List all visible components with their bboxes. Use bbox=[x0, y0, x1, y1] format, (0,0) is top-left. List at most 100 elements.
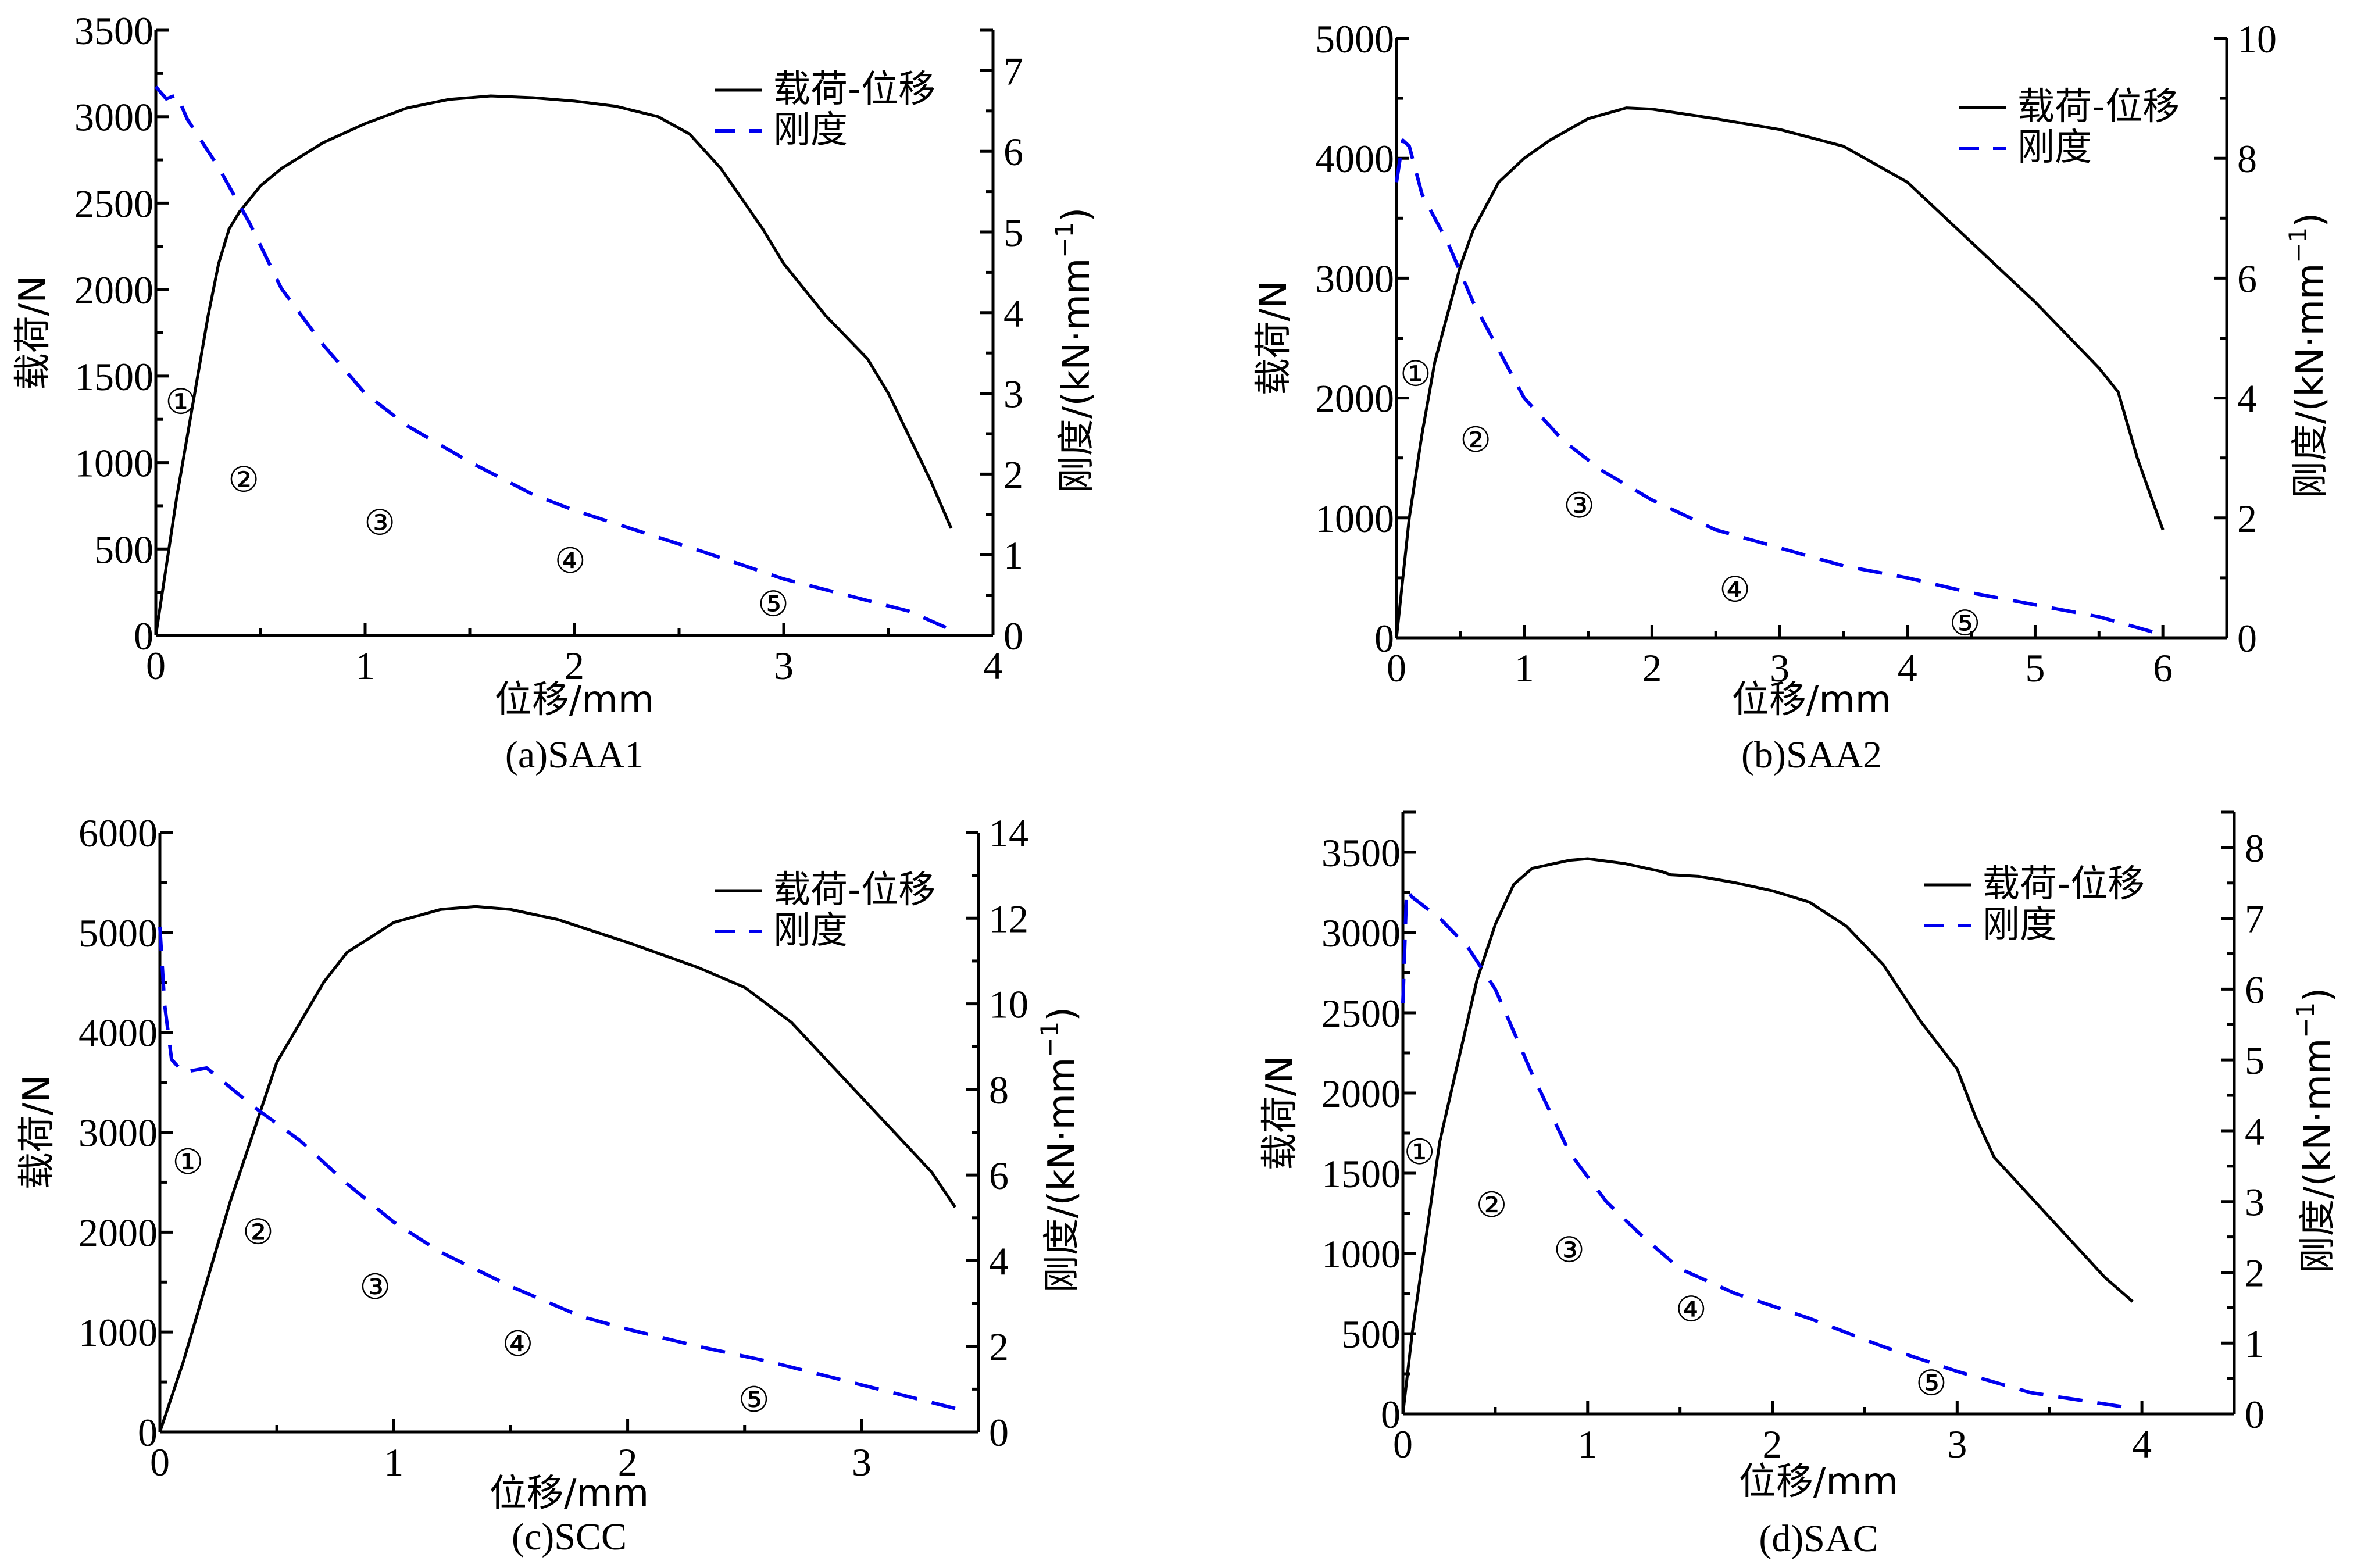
load-displacement-curve bbox=[1395, 106, 2165, 638]
y-left-tick-label: 2500 bbox=[74, 181, 153, 226]
stage-label-1: ① bbox=[172, 1142, 203, 1183]
y-right-tick-label: 0 bbox=[2245, 1392, 2265, 1437]
legend-label-stiffness: 刚度 bbox=[773, 109, 848, 152]
y-left-tick-label: 4000 bbox=[1315, 137, 1394, 181]
y-right-tick-label: 5 bbox=[1003, 210, 1023, 255]
legend-label-stiffness: 刚度 bbox=[773, 909, 848, 952]
stage-label-1: ① bbox=[1404, 1132, 1435, 1173]
x-axis-title: 位移/mm bbox=[1739, 1460, 1898, 1503]
y-left-tick-label: 1000 bbox=[1321, 1232, 1401, 1276]
stage-label-1: ① bbox=[165, 381, 197, 422]
y-left-tick-label: 500 bbox=[94, 527, 153, 572]
x-tick-label: 2 bbox=[618, 1440, 638, 1484]
x-tick-label: 1 bbox=[1578, 1422, 1598, 1466]
panel-b-saa2: 0 1 2 3 4 5 6 0 1000 2000 3000 4000 5000 0 2 4 6 8 10 位移/mm… bbox=[1252, 17, 2332, 776]
stiffness-curve bbox=[1395, 138, 2164, 637]
load-displacement-curve bbox=[1401, 857, 2134, 1415]
panel-caption: (b)SAA2 bbox=[1741, 734, 1882, 776]
y-right-axis-title-exponent: −1 bbox=[1050, 222, 1078, 258]
y-left-axis-title: 载荷/N bbox=[16, 1075, 59, 1190]
x-tick-label: 1 bbox=[1515, 646, 1534, 690]
panel-caption: (a)SAA1 bbox=[505, 734, 644, 776]
stage-label-5: ⑤ bbox=[758, 584, 789, 624]
stage-label-3: ③ bbox=[1563, 485, 1595, 526]
legend-label-stiffness: 刚度 bbox=[2017, 126, 2092, 169]
x-tick-label: 0 bbox=[146, 644, 166, 688]
y-right-tick-label: 3 bbox=[2245, 1180, 2265, 1224]
y-left-axis-title: 载荷/N bbox=[1252, 281, 1295, 395]
stage-label-2: ② bbox=[1476, 1185, 1508, 1226]
y-right-axis-title-close: ) bbox=[2296, 988, 2340, 1002]
y-right-axis-title-main: 刚度/(kN·mm bbox=[2289, 263, 2332, 499]
stage-label-2: ② bbox=[1460, 420, 1491, 460]
x-tick-label: 5 bbox=[2025, 646, 2045, 690]
stage-label-5: ⑤ bbox=[738, 1380, 770, 1420]
y-left-tick-label: 2000 bbox=[1321, 1071, 1401, 1116]
y-right-tick-label: 10 bbox=[989, 983, 1028, 1027]
y-right-axis-title: 刚度/(kN·mm−1) bbox=[1035, 1007, 1084, 1292]
x-tick-label: 3 bbox=[1947, 1422, 1967, 1466]
y-right-tick-label: 8 bbox=[989, 1068, 1009, 1112]
legend-label-stiffness: 刚度 bbox=[1983, 903, 2057, 946]
y-right-tick-label: 0 bbox=[2237, 616, 2257, 660]
x-tick-label: 0 bbox=[150, 1440, 170, 1484]
y-right-axis-title: 刚度/(kN·mm−1) bbox=[2284, 213, 2332, 498]
y-right-tick-label: 4 bbox=[989, 1239, 1009, 1283]
stage-label-4: ④ bbox=[555, 541, 586, 581]
y-left-tick-label: 5000 bbox=[78, 911, 158, 955]
x-tick-label: 6 bbox=[2153, 646, 2173, 690]
x-tick-label: 2 bbox=[565, 644, 584, 688]
y-right-tick-label: 2 bbox=[2245, 1251, 2265, 1295]
x-tick-label: 4 bbox=[1898, 646, 1917, 690]
stage-label-3: ③ bbox=[359, 1267, 391, 1308]
x-axis-title: 位移/mm bbox=[1732, 678, 1891, 722]
y-right-tick-label: 2 bbox=[1003, 452, 1023, 497]
panel-caption: (c)SCC bbox=[512, 1516, 627, 1558]
y-right-axis-title-main: 刚度/(kN·mm bbox=[1055, 258, 1098, 494]
y-right-tick-label: 3 bbox=[1003, 372, 1023, 416]
y-right-tick-label: 4 bbox=[2245, 1109, 2265, 1153]
y-left-tick-label: 0 bbox=[138, 1410, 158, 1455]
y-right-tick-label: 14 bbox=[989, 811, 1028, 855]
y-left-tick-label: 2000 bbox=[1315, 377, 1394, 421]
y-right-axis-title-main: 刚度/(kN·mm bbox=[2296, 1038, 2340, 1274]
y-left-tick-label: 0 bbox=[134, 614, 153, 658]
y-right-tick-label: 6 bbox=[989, 1153, 1009, 1198]
y-left-tick-label: 3000 bbox=[74, 95, 153, 140]
y-left-tick-label: 3500 bbox=[1321, 831, 1401, 875]
stage-label-2: ② bbox=[228, 459, 259, 500]
x-tick-label: 1 bbox=[384, 1440, 403, 1484]
y-right-tick-label: 7 bbox=[2245, 897, 2265, 941]
y-left-tick-label: 1500 bbox=[74, 355, 153, 399]
panel-caption: (d)SAC bbox=[1759, 1517, 1878, 1560]
y-left-tick-label: 0 bbox=[1374, 616, 1394, 660]
y-left-tick-label: 2000 bbox=[74, 268, 153, 312]
y-left-tick-label: 3000 bbox=[1321, 911, 1401, 955]
y-right-axis-title-exponent: −1 bbox=[1035, 1021, 1064, 1058]
y-left-tick-label: 3000 bbox=[1315, 256, 1394, 301]
panel-d-sac: 0 1 2 3 4 0 500 1000 1500 2000 2500 3000 3500 0 1 2 3 4 5 6… bbox=[1259, 810, 2340, 1560]
y-right-axis-title-close: ) bbox=[1055, 208, 1098, 222]
stiffness-curve bbox=[158, 926, 956, 1410]
stiffness-curve bbox=[154, 85, 952, 632]
y-left-tick-label: 1500 bbox=[1321, 1152, 1401, 1196]
y-left-tick-label: 2500 bbox=[1321, 991, 1401, 1035]
y-left-axis-title: 载荷/N bbox=[12, 276, 55, 390]
stage-label-4: ④ bbox=[1719, 570, 1751, 610]
legend-label-load: 载荷-位移 bbox=[773, 869, 935, 912]
y-right-tick-label: 4 bbox=[2237, 377, 2257, 421]
stiffness-curve bbox=[1401, 888, 2124, 1409]
y-right-tick-label: 5 bbox=[2245, 1038, 2265, 1083]
y-left-tick-label: 1000 bbox=[74, 441, 153, 485]
y-right-tick-label: 6 bbox=[2237, 256, 2257, 301]
x-tick-label: 3 bbox=[1770, 646, 1790, 690]
y-right-tick-label: 6 bbox=[1003, 130, 1023, 174]
y-right-tick-label: 7 bbox=[1003, 49, 1023, 93]
y-left-tick-label: 3000 bbox=[78, 1111, 158, 1155]
y-right-tick-label: 2 bbox=[989, 1325, 1009, 1369]
x-tick-label: 1 bbox=[355, 644, 375, 688]
y-right-tick-label: 4 bbox=[1003, 291, 1023, 335]
load-displacement-curve bbox=[158, 905, 956, 1433]
